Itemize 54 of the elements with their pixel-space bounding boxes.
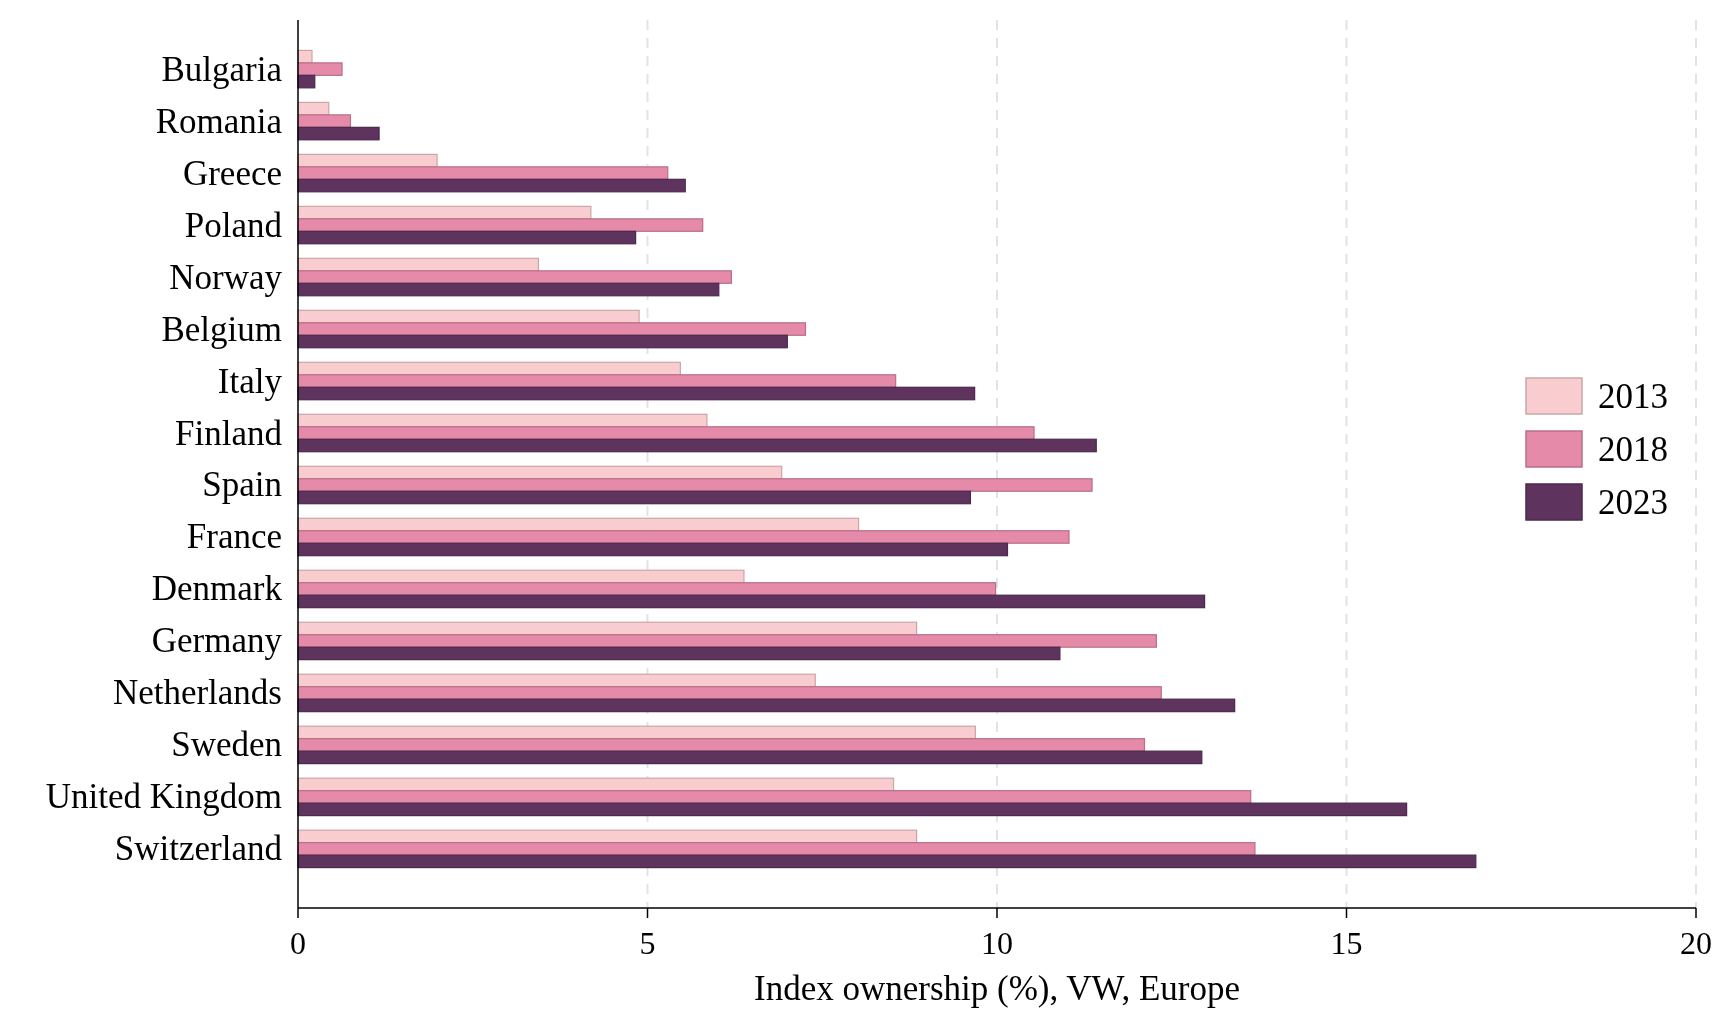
x-tick-label: 10 [981, 925, 1013, 961]
x-tick-label: 5 [639, 925, 656, 961]
bar [297, 686, 1162, 700]
bar [297, 386, 976, 401]
y-tick-label: Greece [182, 153, 282, 193]
bar [297, 334, 788, 349]
x-tick-label: 0 [290, 925, 306, 961]
bar [297, 530, 1070, 544]
y-tick-label: Italy [217, 361, 283, 401]
y-tick-label: Netherlands [112, 673, 282, 713]
y-tick-label: Denmark [151, 569, 283, 609]
bar [297, 738, 1146, 752]
bar [297, 698, 1236, 713]
x-tick-label: 15 [1330, 925, 1363, 961]
y-tick-label: Sweden [171, 725, 282, 765]
y-tick-label: Finland [175, 413, 283, 453]
x-tick-label: 20 [1680, 925, 1712, 961]
legend-label: 2013 [1598, 376, 1668, 416]
y-tick-label: United Kingdom [45, 777, 282, 817]
y-tick-label: Spain [202, 465, 282, 505]
bar [297, 490, 972, 505]
bar [297, 478, 1093, 492]
bar [297, 582, 997, 596]
bar [297, 594, 1206, 609]
bar [297, 750, 1203, 765]
y-tick-label: Poland [184, 205, 283, 245]
y-tick-label: Switzerland [114, 829, 283, 869]
bar [297, 114, 352, 128]
bar [297, 802, 1408, 817]
bar [297, 426, 1035, 440]
bar [297, 178, 686, 193]
bar [297, 270, 732, 284]
bar [297, 282, 720, 297]
bar [297, 62, 343, 76]
bar [297, 854, 1477, 869]
legend-label: 2023 [1598, 482, 1668, 522]
bar [297, 166, 669, 180]
bar [297, 126, 380, 141]
y-tick-label: Bulgaria [161, 49, 283, 89]
bar [297, 230, 637, 245]
y-tick-label: Belgium [161, 309, 282, 349]
bar [297, 634, 1157, 648]
bar [297, 374, 897, 388]
bar [297, 438, 1097, 453]
bar [297, 646, 1061, 661]
y-tick-label: Romania [155, 101, 283, 141]
y-tick-label: France [186, 517, 282, 557]
bar [297, 542, 1009, 557]
legend-label: 2018 [1598, 429, 1668, 469]
bar [297, 218, 704, 232]
bar [297, 322, 807, 336]
y-tick-label: Norway [169, 257, 283, 297]
y-tick-label: Germany [151, 621, 283, 661]
x-axis-title: Index ownership (%), VW, Europe [753, 969, 1241, 1008]
